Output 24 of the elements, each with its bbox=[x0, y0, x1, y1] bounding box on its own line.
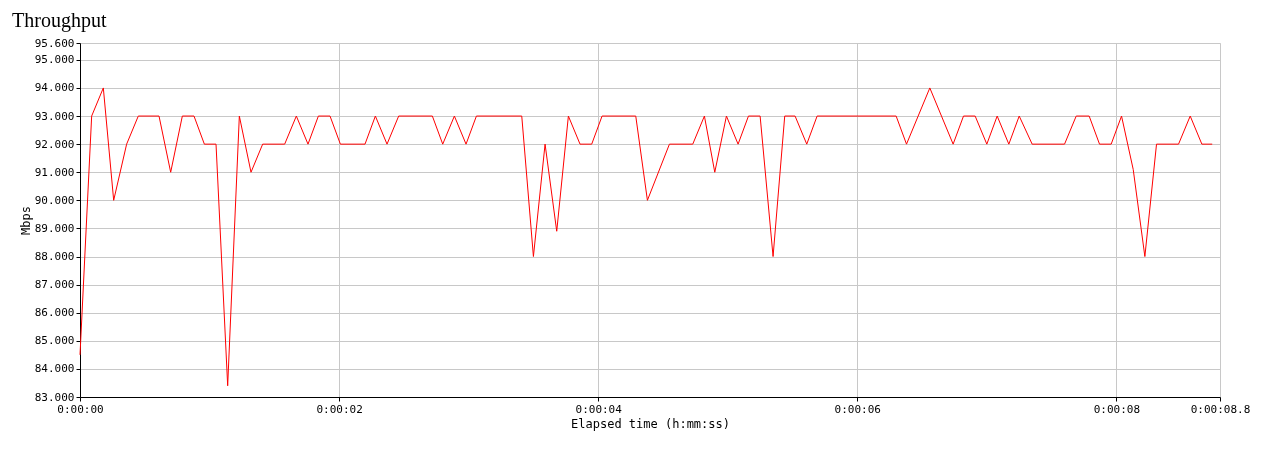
y-tick-label: 89.000 bbox=[34, 221, 75, 235]
y-tick-label: 85.000 bbox=[34, 334, 75, 348]
y-tick-label: 95.000 bbox=[34, 53, 75, 67]
y-tick-label: 83.000 bbox=[34, 390, 75, 404]
y-tick-label: 87.000 bbox=[34, 278, 75, 292]
x-tick-label: 0:00:08 bbox=[1093, 402, 1141, 416]
x-tick-label: 0:00:08.8 bbox=[1190, 402, 1251, 416]
x-axis-title: Elapsed time (h:mm:ss) bbox=[571, 416, 730, 431]
x-tick-label: 0:00:00 bbox=[57, 402, 104, 416]
chart-title: Throughput bbox=[12, 9, 107, 32]
y-tick-label: 91.000 bbox=[34, 165, 75, 179]
line-series bbox=[79, 87, 1213, 387]
x-tick-label: 0:00:06 bbox=[834, 402, 881, 416]
y-tick-label: 86.000 bbox=[34, 306, 75, 320]
y-tick-label: 94.000 bbox=[34, 81, 75, 95]
x-tick-label: 0:00:02 bbox=[316, 402, 363, 416]
y-tick-label: 93.000 bbox=[34, 109, 75, 123]
y-tick-label: 92.000 bbox=[34, 137, 75, 151]
y-tick-label: 90.000 bbox=[34, 193, 75, 207]
y-tick-label: 88.000 bbox=[34, 250, 75, 264]
y-tick-label: 84.000 bbox=[34, 362, 75, 376]
y-axis-title: Mbps bbox=[18, 206, 33, 235]
y-tick-label: 95.600 bbox=[34, 36, 75, 50]
x-tick-label: 0:00:04 bbox=[575, 402, 623, 416]
